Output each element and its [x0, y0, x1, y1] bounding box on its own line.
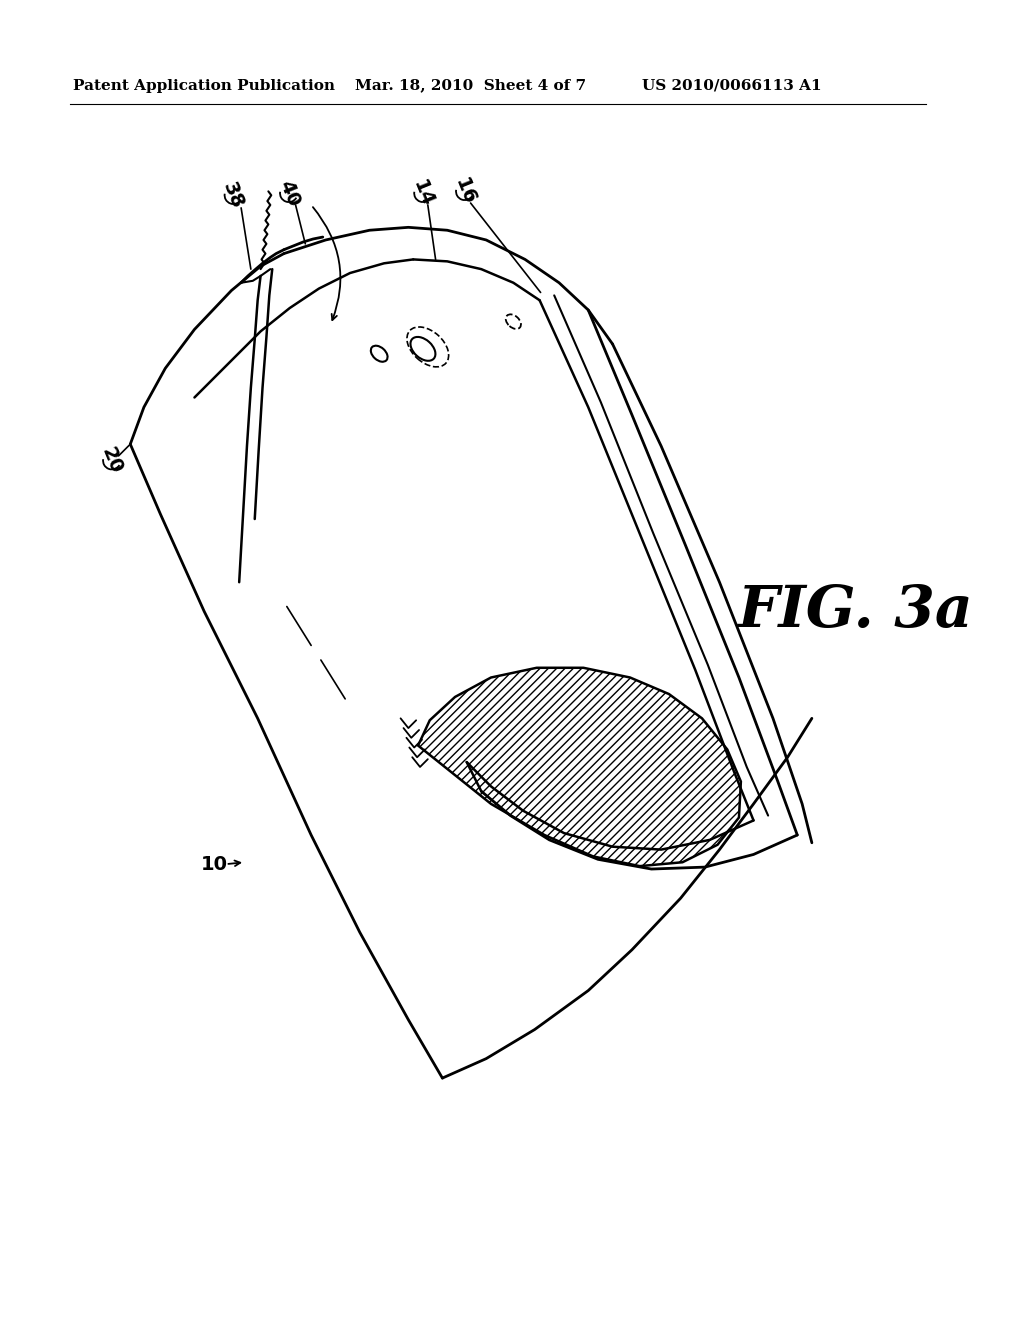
Text: 10: 10 [201, 854, 227, 874]
Text: 38: 38 [219, 180, 247, 211]
Text: 40: 40 [274, 177, 303, 210]
Text: FIG. 3a: FIG. 3a [737, 583, 973, 640]
Text: Mar. 18, 2010  Sheet 4 of 7: Mar. 18, 2010 Sheet 4 of 7 [355, 79, 586, 92]
Text: Patent Application Publication: Patent Application Publication [73, 79, 335, 92]
Polygon shape [418, 668, 741, 866]
Text: 16: 16 [451, 176, 478, 207]
Text: 14: 14 [409, 177, 437, 210]
Text: US 2010/0066113 A1: US 2010/0066113 A1 [642, 79, 821, 92]
Text: 20: 20 [98, 445, 126, 477]
